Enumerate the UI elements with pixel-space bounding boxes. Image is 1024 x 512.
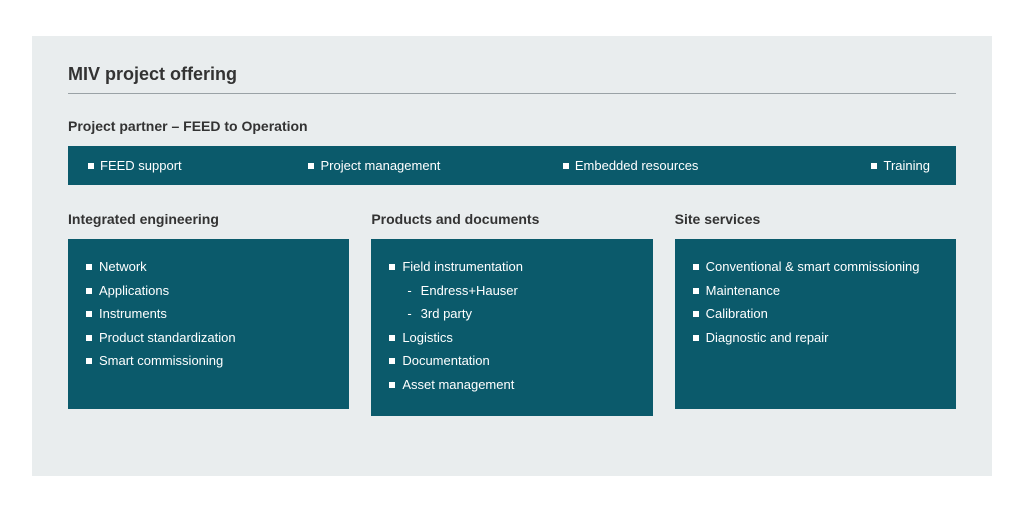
banner-label: Embedded resources: [575, 158, 699, 173]
bullet-icon: [693, 288, 699, 294]
bullet-icon: [86, 264, 92, 270]
infographic-canvas: MIV project offering Project partner – F…: [32, 36, 992, 476]
banner-item: Training: [800, 158, 936, 173]
list-item-label: Endress+Hauser: [421, 282, 518, 300]
bullet-icon: [563, 163, 569, 169]
banner-item: Embedded resources: [563, 158, 800, 173]
list-item-label: Network: [99, 258, 147, 276]
list-item-label: Documentation: [402, 352, 489, 370]
list-item-label: Diagnostic and repair: [706, 329, 829, 347]
banner-label: FEED support: [100, 158, 182, 173]
column-title: Integrated engineering: [68, 211, 349, 227]
column: Products and documents Field instrumentat…: [371, 211, 652, 416]
banner-item: Project management: [308, 158, 562, 173]
list-item-label: Calibration: [706, 305, 768, 323]
list-item-label: Conventional & smart commissioning: [706, 258, 920, 276]
banner-item: FEED support: [88, 158, 308, 173]
bullet-icon: [389, 382, 395, 388]
column: Site services Conventional & smart commis…: [675, 211, 956, 416]
column-panel: Field instrumentation Endress+Hauser 3rd p…: [371, 239, 652, 416]
list-item-label: Field instrumentation: [402, 258, 523, 276]
list-item: Logistics: [389, 326, 634, 350]
section-subtitle: Project partner – FEED to Operation: [68, 118, 956, 134]
bullet-icon: [86, 311, 92, 317]
list-item-label: Instruments: [99, 305, 167, 323]
bullet-icon: [308, 163, 314, 169]
banner-label: Training: [883, 158, 929, 173]
column-title: Site services: [675, 211, 956, 227]
list-item-label: Product standardization: [99, 329, 236, 347]
bullet-icon: [693, 264, 699, 270]
list-item-label: Smart commissioning: [99, 352, 223, 370]
banner-row: FEED support Project management Embedded…: [68, 146, 956, 185]
bullet-icon: [389, 264, 395, 270]
bullet-icon: [871, 163, 877, 169]
bullet-icon: [693, 311, 699, 317]
bullet-icon: [389, 358, 395, 364]
list-item: Calibration: [693, 302, 938, 326]
list-item: Documentation: [389, 349, 634, 373]
bullet-icon: [86, 288, 92, 294]
bullet-icon: [88, 163, 94, 169]
list-item: Instruments: [86, 302, 331, 326]
list-item: Network: [86, 255, 331, 279]
list-item-label: Applications: [99, 282, 169, 300]
bullet-icon: [389, 335, 395, 341]
list-item: Applications: [86, 279, 331, 303]
list-item: Field instrumentation: [389, 255, 634, 279]
list-item: Smart commissioning: [86, 349, 331, 373]
bullet-icon: [86, 358, 92, 364]
list-item: Product standardization: [86, 326, 331, 350]
list-item: Diagnostic and repair: [693, 326, 938, 350]
list-item-label: Logistics: [402, 329, 453, 347]
bullet-icon: [693, 335, 699, 341]
list-item: Conventional & smart commissioning: [693, 255, 938, 279]
list-item: Maintenance: [693, 279, 938, 303]
columns-row: Integrated engineering Network Application…: [68, 211, 956, 416]
column: Integrated engineering Network Application…: [68, 211, 349, 416]
list-item-label: 3rd party: [421, 305, 472, 323]
list-subitem: 3rd party: [389, 302, 634, 326]
banner-label: Project management: [320, 158, 440, 173]
list-subitem: Endress+Hauser: [389, 279, 634, 303]
column-title: Products and documents: [371, 211, 652, 227]
column-panel: Conventional & smart commissioning Mainte…: [675, 239, 956, 409]
list-item: Asset management: [389, 373, 634, 397]
page-title: MIV project offering: [68, 64, 956, 94]
bullet-icon: [86, 335, 92, 341]
list-item-label: Asset management: [402, 376, 514, 394]
list-item-label: Maintenance: [706, 282, 780, 300]
column-panel: Network Applications Instruments Product st…: [68, 239, 349, 409]
